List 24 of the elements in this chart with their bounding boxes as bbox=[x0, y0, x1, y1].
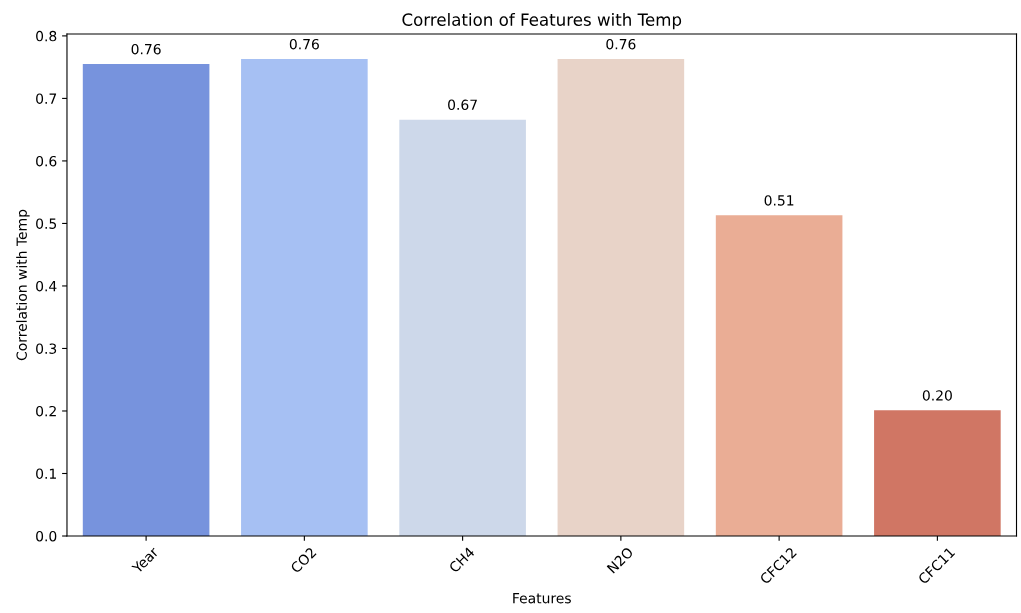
chart-title: Correlation of Features with Temp bbox=[402, 13, 682, 30]
data-label: 0.76 bbox=[131, 43, 161, 55]
data-label: 0.76 bbox=[606, 38, 636, 50]
data-label: 0.20 bbox=[922, 390, 952, 401]
bar bbox=[241, 59, 368, 537]
y-tick-label: 0.1 bbox=[36, 468, 56, 479]
data-label: 0.67 bbox=[448, 99, 477, 111]
y-tick-label: 0.5 bbox=[36, 218, 57, 229]
y-axis-title: Correlation with Temp bbox=[16, 209, 30, 361]
bar bbox=[557, 59, 685, 537]
bar bbox=[874, 410, 1001, 537]
y-tick-label: 0.8 bbox=[36, 30, 57, 42]
bar bbox=[399, 119, 526, 537]
y-tick-label: 0.2 bbox=[36, 405, 56, 417]
data-label: 0.76 bbox=[289, 38, 319, 50]
y-tick-label: 0.3 bbox=[36, 343, 57, 354]
data-label: 0.51 bbox=[764, 195, 794, 206]
y-tick-label: 0.0 bbox=[36, 530, 57, 542]
y-tick-label: 0.4 bbox=[36, 280, 57, 292]
bar bbox=[82, 64, 210, 537]
x-axis-title: Features bbox=[513, 593, 571, 604]
y-tick-label: 0.7 bbox=[36, 93, 57, 104]
y-tick-label: 0.6 bbox=[36, 155, 57, 167]
bar bbox=[715, 215, 843, 537]
